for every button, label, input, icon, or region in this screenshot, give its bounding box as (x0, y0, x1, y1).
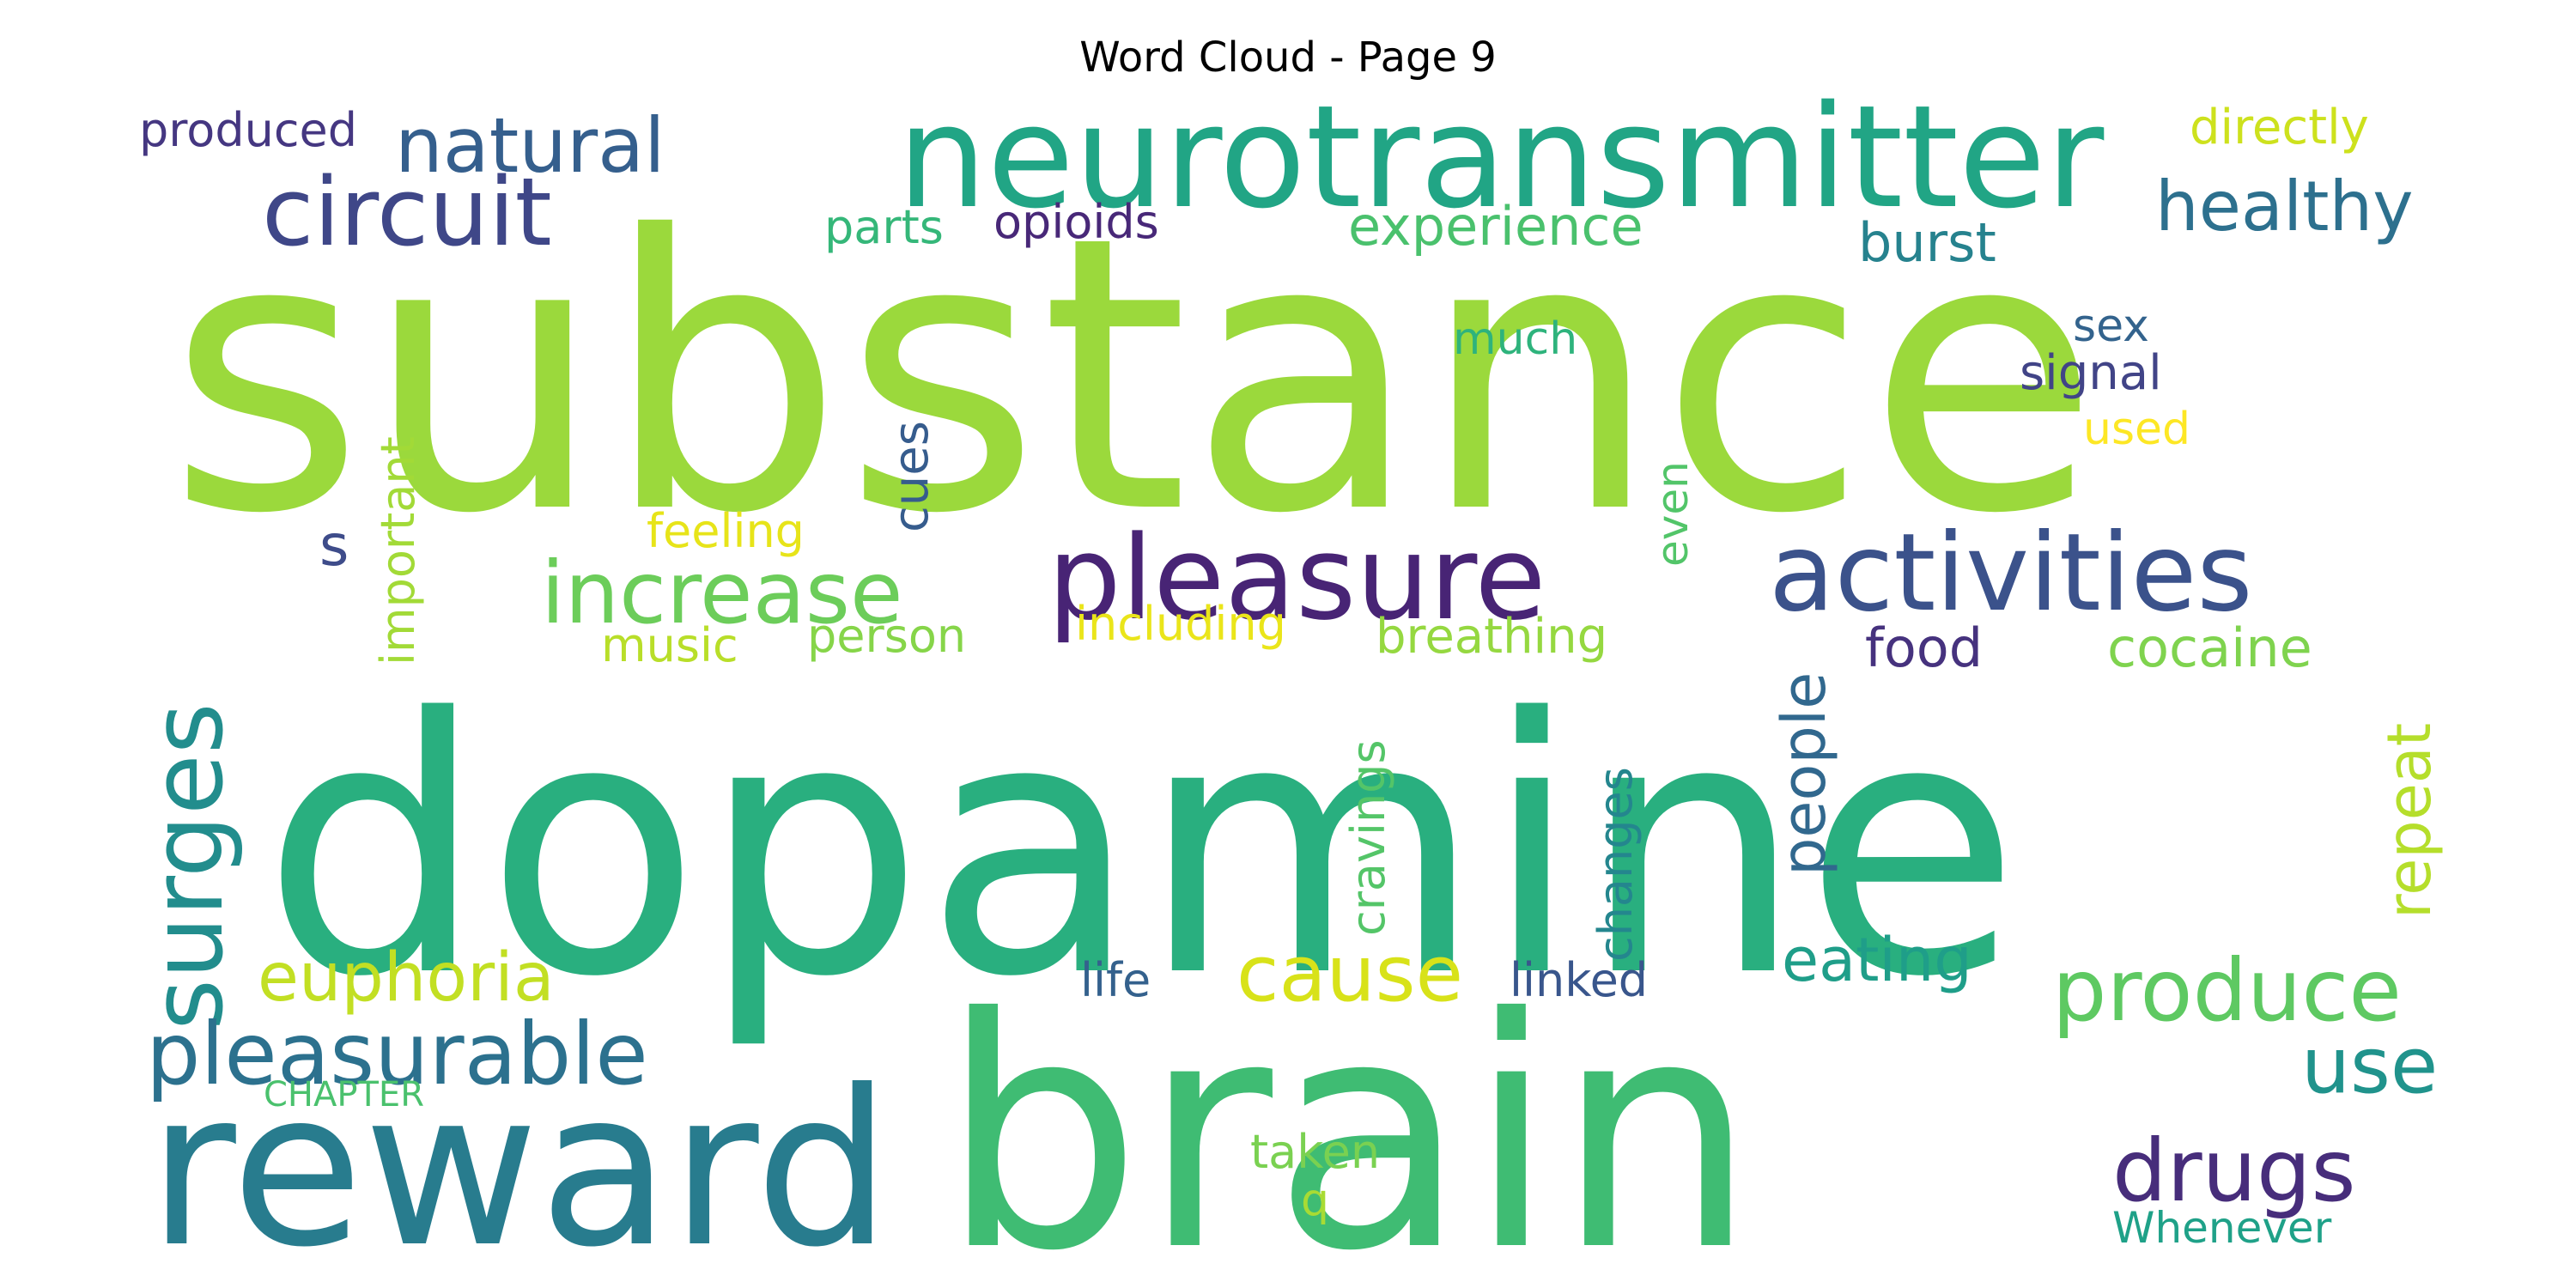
word-surges: surges (131, 702, 246, 1030)
word-sex: sex (2073, 301, 2149, 352)
word-use: use (2301, 1021, 2438, 1111)
word-directly: directly (2190, 100, 2369, 155)
word-people: people (1769, 672, 1839, 876)
word-much: much (1453, 313, 1577, 365)
word-taken: taken (1250, 1125, 1380, 1179)
word-healthy: healthy (2155, 167, 2414, 246)
word-produce: produce (2052, 940, 2402, 1041)
word-substance: substance (167, 156, 2099, 596)
word-euphoria: euphoria (258, 939, 555, 1017)
word-used: used (2083, 404, 2190, 455)
word-neurotransmitter: neurotransmitter (897, 75, 2104, 240)
word-cocaine: cocaine (2107, 617, 2312, 679)
word-q: q (1301, 1175, 1329, 1226)
word-reward: reward (148, 1044, 891, 1288)
word-activities: activities (1769, 511, 2253, 635)
word-s: s (319, 513, 349, 579)
word-even: even (1648, 461, 1698, 567)
word-increase: increase (541, 543, 902, 643)
word-important: important (371, 436, 425, 665)
word-circuit: circuit (262, 157, 552, 267)
word-life: life (1080, 953, 1151, 1007)
word-repeat: repeat (2374, 723, 2445, 919)
word-food: food (1865, 617, 1983, 679)
word-cues: cues (884, 421, 939, 532)
word-eating: eating (1782, 925, 1972, 995)
word-burst: burst (1858, 211, 1996, 274)
word-feeling: feeling (647, 504, 805, 558)
word-linked: linked (1510, 953, 1648, 1007)
word-chapter: CHAPTER (264, 1075, 424, 1115)
page-title: Word Cloud - Page 9 (1079, 33, 1497, 82)
word-brain: brain (940, 951, 1757, 1288)
word-drugs: drugs (2112, 1121, 2356, 1221)
word-music: music (601, 618, 738, 672)
word-including: including (1075, 597, 1286, 651)
word-experience: experience (1348, 195, 1643, 258)
word-cravings: cravings (1341, 739, 1395, 936)
word-person: person (807, 609, 966, 663)
word-dopamine: dopamine (262, 643, 2020, 1054)
word-opioids: opioids (993, 195, 1159, 249)
word-signal: signal (2020, 345, 2162, 401)
word-natural: natural (395, 101, 665, 190)
word-changes: changes (1589, 767, 1643, 962)
word-cause: cause (1236, 929, 1463, 1019)
word-pleasure: pleasure (1048, 511, 1546, 646)
word-breathing: breathing (1376, 609, 1607, 665)
word-produced: produced (139, 103, 357, 157)
word-parts: parts (824, 200, 944, 254)
word-pleasurable: pleasurable (146, 1004, 648, 1104)
word-whenever: Whenever (2112, 1203, 2332, 1253)
